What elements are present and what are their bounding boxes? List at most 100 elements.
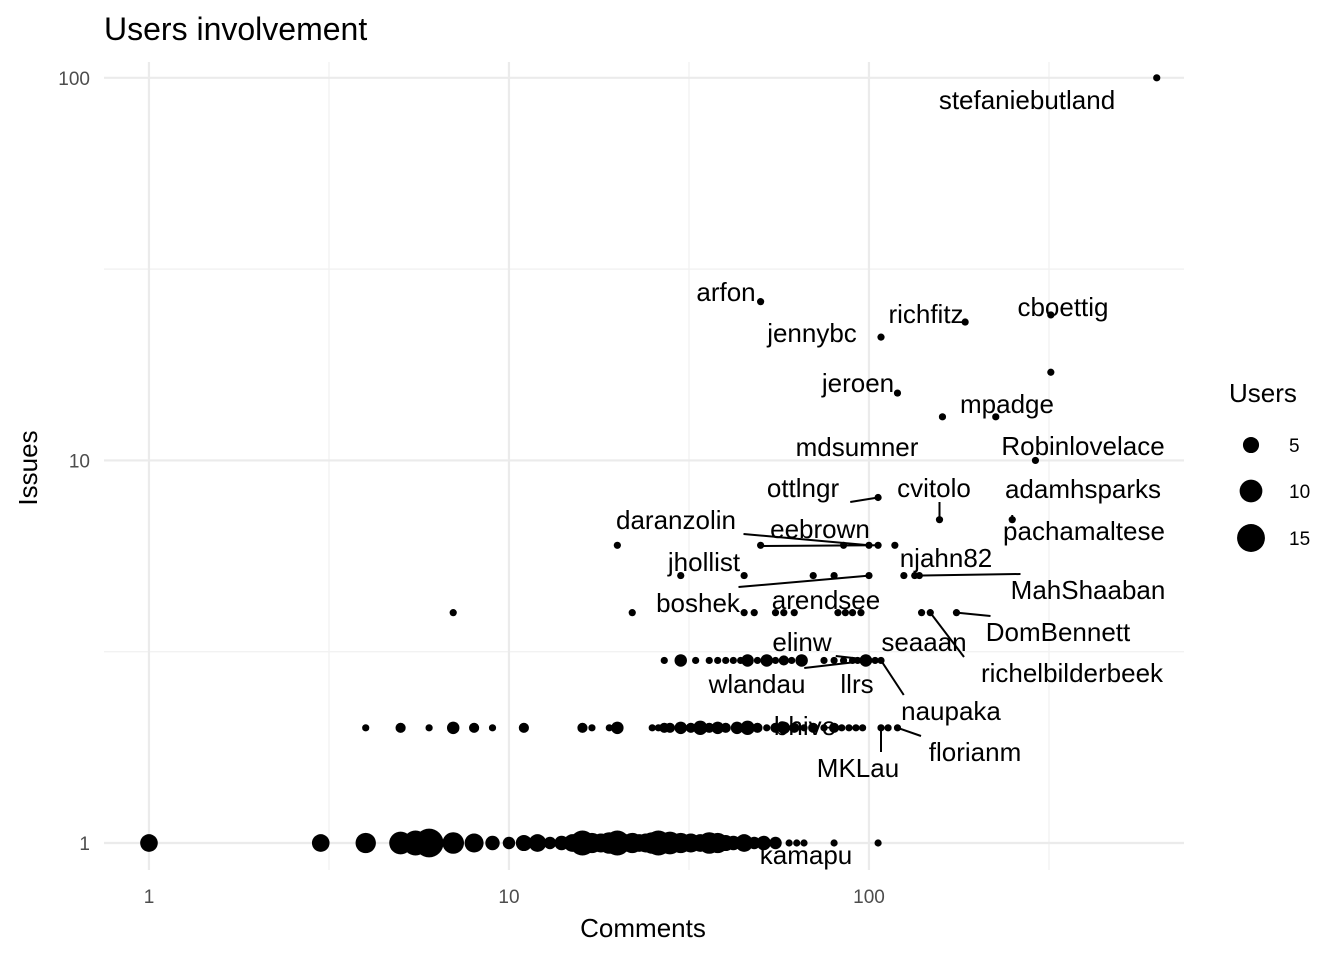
data-point xyxy=(140,834,158,852)
data-point xyxy=(753,656,762,665)
point-label: MahShaaban xyxy=(1011,575,1166,605)
data-point xyxy=(789,722,800,733)
data-point xyxy=(502,836,516,850)
x-axis-title: Comments xyxy=(580,913,706,943)
legend-label: 5 xyxy=(1289,436,1300,457)
data-point xyxy=(763,724,771,732)
data-point xyxy=(735,834,753,852)
point-label: bhive xyxy=(774,711,836,741)
data-point xyxy=(730,721,744,735)
data-point xyxy=(740,720,755,736)
point-label: jeroen xyxy=(821,368,894,398)
data-point xyxy=(722,656,730,665)
data-point xyxy=(865,656,873,665)
data-point xyxy=(900,571,908,580)
data-point xyxy=(660,656,668,665)
data-point xyxy=(780,609,788,617)
data-point xyxy=(871,656,879,665)
data-point xyxy=(793,839,801,847)
y-tick-label: 10 xyxy=(69,451,90,472)
data-point xyxy=(848,609,857,617)
y-tick-label: 1 xyxy=(79,834,90,855)
data-point xyxy=(857,609,865,617)
data-point xyxy=(750,609,758,617)
leader-line xyxy=(914,573,1021,577)
data-point xyxy=(528,834,547,852)
data-point xyxy=(877,656,885,665)
data-point xyxy=(800,724,808,732)
leader-line xyxy=(850,496,879,503)
data-point xyxy=(464,833,484,853)
x-tick-label: 10 xyxy=(498,887,519,908)
point-label: llrs xyxy=(840,669,873,699)
point-label: MKLau xyxy=(817,753,899,783)
data-point xyxy=(858,724,867,732)
data-point xyxy=(756,835,771,851)
data-point xyxy=(839,541,848,549)
data-point xyxy=(714,656,722,665)
data-point xyxy=(778,655,789,666)
data-point xyxy=(613,541,621,549)
data-point xyxy=(854,656,862,665)
data-point xyxy=(952,609,961,617)
data-point xyxy=(874,493,882,502)
data-point xyxy=(362,724,370,732)
data-point xyxy=(838,724,846,732)
data-point xyxy=(449,609,457,617)
point-label: arendsee xyxy=(772,585,880,615)
point-label: arfon xyxy=(696,277,755,307)
point-labels: stefaniebutland arfon jennybc richfitz cboet… xyxy=(616,85,1165,870)
data-point xyxy=(915,571,923,580)
data-point xyxy=(442,832,465,854)
data-point xyxy=(893,724,902,732)
data-point xyxy=(395,722,406,733)
data-point xyxy=(961,318,969,326)
point-label: daranzolin xyxy=(616,505,736,535)
point-label: pachamaltese xyxy=(1003,516,1165,546)
point-label: kamapu xyxy=(760,840,853,870)
point-label: naupaka xyxy=(901,696,1001,726)
point-label: njahn82 xyxy=(900,543,993,573)
data-point xyxy=(808,722,819,733)
data-point xyxy=(893,389,902,397)
data-point xyxy=(777,721,791,735)
data-point xyxy=(757,298,765,306)
point-label: jhollist xyxy=(667,547,741,577)
leader-line xyxy=(743,533,870,547)
data-point xyxy=(841,609,849,617)
data-point xyxy=(311,834,330,852)
data-point xyxy=(771,609,780,617)
leader-line xyxy=(897,726,922,737)
data-point xyxy=(839,656,848,665)
data-point xyxy=(704,722,715,733)
data-point xyxy=(917,609,926,617)
point-label: elinw xyxy=(772,627,831,657)
point-label: cboettig xyxy=(1017,292,1108,322)
data-point xyxy=(468,722,480,733)
data-point xyxy=(752,722,763,733)
data-point xyxy=(729,656,737,665)
y-axis-title: Issues xyxy=(13,430,43,505)
data-point xyxy=(425,724,433,732)
data-point xyxy=(648,724,656,732)
data-point xyxy=(446,721,460,735)
data-point xyxy=(515,834,532,852)
data-point xyxy=(605,724,613,732)
legend-title: Users xyxy=(1229,378,1297,408)
plot-grid xyxy=(104,62,1184,870)
data-point xyxy=(543,836,557,850)
data-point xyxy=(355,832,376,854)
data-point xyxy=(588,724,596,732)
data-point xyxy=(788,656,796,665)
data-point xyxy=(685,722,696,733)
data-points xyxy=(140,74,1161,858)
data-point xyxy=(711,721,724,735)
point-label: eebrown xyxy=(770,514,870,544)
data-point xyxy=(577,722,588,733)
data-point xyxy=(935,516,944,524)
data-point xyxy=(891,541,899,549)
data-point xyxy=(628,609,636,617)
point-label: florianm xyxy=(929,737,1021,767)
data-point xyxy=(830,571,838,580)
